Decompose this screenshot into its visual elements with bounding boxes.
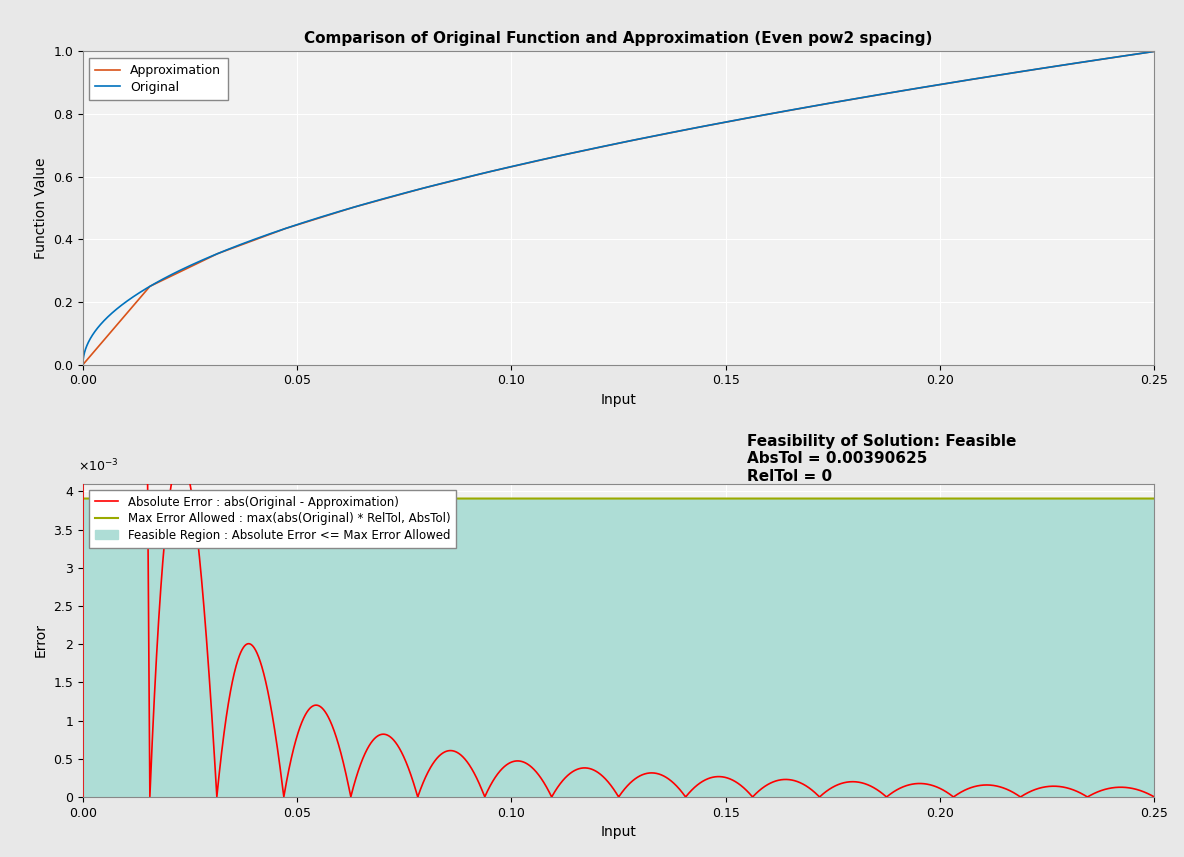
Max Error Allowed : max(abs(Original) * RelTol, AbsTol): (0.119, 0.00391): max(abs(Original) * RelTol, AbsTol): (0.… — [585, 494, 599, 504]
Legend: Absolute Error : abs(Original - Approximation), Max Error Allowed : max(abs(Orig: Absolute Error : abs(Original - Approxim… — [89, 489, 456, 548]
Absolute Error : abs(Original - Approximation): (0.105, 0.00037): abs(Original - Approximation): (0.105, 0… — [526, 764, 540, 774]
Absolute Error : abs(Original - Approximation): (0.242, 0.000128): abs(Original - Approximation): (0.242, 0… — [1114, 782, 1128, 793]
Original — [854, 93, 868, 103]
Y-axis label: Error: Error — [33, 623, 47, 657]
Legend: Approximation, Original: Approximation, Original — [89, 57, 227, 100]
Original — [585, 144, 599, 154]
Original — [1147, 46, 1162, 57]
Max Error Allowed : max(abs(Original) * RelTol, AbsTol): (0.25, 0.00391): max(abs(Original) * RelTol, AbsTol): (0.… — [1147, 494, 1162, 504]
Line: Original: Original — [83, 51, 1154, 365]
Max Error Allowed : max(abs(Original) * RelTol, AbsTol): (0.23, 0.00391): max(abs(Original) * RelTol, AbsTol): (0.… — [1061, 494, 1075, 504]
X-axis label: Input: Input — [600, 393, 637, 407]
Max Error Allowed : max(abs(Original) * RelTol, AbsTol): (0.242, 0.00391): max(abs(Original) * RelTol, AbsTol): (0.… — [1114, 494, 1128, 504]
Absolute Error : abs(Original - Approximation): (0.23, 0.000114): abs(Original - Approximation): (0.23, 0.… — [1061, 783, 1075, 794]
Approximation — [76, 360, 90, 370]
Absolute Error : abs(Original - Approximation): (0.119, 0.000361): abs(Original - Approximation): (0.119, 0… — [585, 764, 599, 775]
Approximation — [1114, 51, 1128, 62]
Max Error Allowed : max(abs(Original) * RelTol, AbsTol): (0.182, 0.00391): max(abs(Original) * RelTol, AbsTol): (0.… — [854, 494, 868, 504]
Original — [526, 157, 540, 167]
Absolute Error : abs(Original - Approximation): (0.25, 0): abs(Original - Approximation): (0.25, 0) — [1147, 792, 1162, 802]
Absolute Error : abs(Original - Approximation): (0, 0): abs(Original - Approximation): (0, 0) — [76, 792, 90, 802]
Approximation — [854, 93, 868, 103]
Original — [1061, 59, 1075, 69]
Line: Approximation: Approximation — [83, 51, 1154, 365]
Text: Feasibility of Solution: Feasible
AbsTol = 0.00390625
RelTol = 0: Feasibility of Solution: Feasible AbsTol… — [747, 434, 1017, 483]
Original — [1114, 51, 1128, 62]
X-axis label: Input: Input — [600, 825, 637, 839]
Approximation — [534, 154, 548, 165]
Title: Comparison of Original Function and Approximation (Even pow2 spacing): Comparison of Original Function and Appr… — [304, 31, 933, 46]
Max Error Allowed : max(abs(Original) * RelTol, AbsTol): (0, 0.00391): max(abs(Original) * RelTol, AbsTol): (0,… — [76, 494, 90, 504]
Y-axis label: Function Value: Function Value — [33, 158, 47, 259]
Approximation — [585, 144, 599, 154]
Original — [534, 154, 548, 165]
Max Error Allowed : max(abs(Original) * RelTol, AbsTol): (0.107, 0.00391): max(abs(Original) * RelTol, AbsTol): (0.… — [534, 494, 548, 504]
Approximation — [1061, 59, 1075, 69]
Max Error Allowed : max(abs(Original) * RelTol, AbsTol): (0.105, 0.00391): max(abs(Original) * RelTol, AbsTol): (0.… — [526, 494, 540, 504]
Absolute Error : abs(Original - Approximation): (0.107, 0.00023): abs(Original - Approximation): (0.107, 0… — [535, 775, 549, 785]
Absolute Error : abs(Original - Approximation): (0.182, 0.000187): abs(Original - Approximation): (0.182, 0… — [855, 777, 869, 788]
Approximation — [1147, 46, 1162, 57]
Approximation — [526, 157, 540, 167]
Line: Absolute Error : abs(Original - Approximation): Absolute Error : abs(Original - Approxim… — [83, 0, 1154, 797]
Original — [76, 360, 90, 370]
Text: $\times 10^{-3}$: $\times 10^{-3}$ — [77, 458, 118, 474]
